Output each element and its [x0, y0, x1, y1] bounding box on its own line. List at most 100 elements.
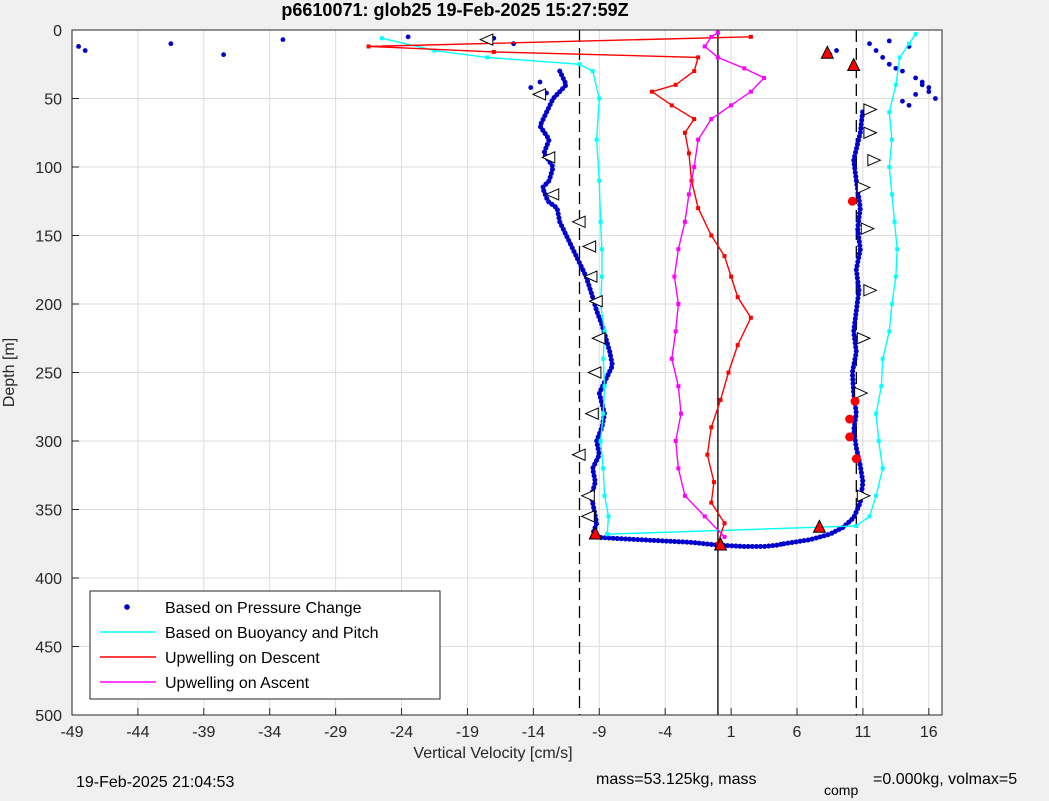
series-point — [679, 411, 683, 416]
series-point — [735, 295, 740, 300]
scatter-point — [405, 34, 411, 40]
marker-triangle-left — [544, 188, 560, 201]
y-tick-label: 350 — [35, 503, 62, 520]
series-point — [491, 49, 496, 54]
series-point — [696, 55, 701, 60]
marker-circle — [851, 454, 861, 464]
scatter-point — [913, 75, 919, 81]
series-point — [669, 356, 674, 361]
scatter-point — [528, 85, 534, 90]
series-dots — [590, 534, 787, 549]
series-point — [867, 514, 872, 519]
series-point — [366, 44, 371, 49]
series-point — [602, 384, 607, 389]
marker-triangle-left — [571, 215, 586, 229]
marker-triangle-left — [588, 294, 603, 308]
marker-triangle-left — [571, 448, 586, 462]
series-point — [676, 247, 681, 252]
legend-label: Based on Buoyancy and Pitch — [165, 625, 378, 642]
series-point — [887, 329, 892, 334]
series-point — [907, 41, 912, 46]
series-point — [722, 534, 727, 539]
series-point — [594, 137, 599, 142]
y-tick-label: 100 — [35, 160, 62, 177]
y-tick-label: 400 — [35, 571, 62, 588]
series-point — [602, 493, 607, 498]
x-tick-label: -4 — [658, 724, 672, 741]
series-point — [597, 96, 602, 101]
series-point — [887, 165, 892, 169]
marker-triangle-right — [856, 489, 872, 503]
y-axis-ticks: 0 50 100 150 200 250 300 350 400 450 500 — [35, 23, 79, 725]
marker-triangle-right — [867, 153, 882, 167]
legend-swatch — [124, 604, 130, 610]
legend-box — [89, 590, 441, 700]
scatter-point — [511, 41, 516, 47]
marker-layer — [478, 33, 882, 551]
series-upwelling-on-ascent — [669, 30, 767, 539]
footer-timestamp: 19-Feb-2025 21:04:53 — [76, 774, 235, 791]
series-point — [702, 44, 707, 49]
marker-triangle-right — [856, 181, 872, 194]
series-point — [889, 137, 894, 142]
series-point — [715, 55, 720, 60]
scatter-point — [280, 37, 286, 42]
series-point — [729, 103, 734, 108]
x-tick-label: -24 — [390, 724, 413, 741]
x-tick-label: 16 — [920, 724, 938, 741]
marker-triangle-left — [580, 489, 595, 503]
series-line — [607, 33, 917, 535]
marker-triangle-right — [854, 386, 869, 400]
x-tick-label: -29 — [324, 724, 347, 741]
marker-triangle-right — [856, 331, 872, 345]
scatter-point — [933, 96, 938, 101]
marker-triangle-up — [820, 45, 835, 59]
marker-triangle-up — [588, 526, 603, 540]
series-point — [597, 178, 602, 183]
series-point — [709, 117, 714, 122]
chart-title: p6610071: glob25 19-Feb-2025 15:27:59Z — [281, 0, 628, 20]
series-point — [897, 55, 902, 60]
series-point — [676, 302, 681, 306]
series-dots — [537, 68, 615, 537]
scatter-point — [886, 61, 892, 67]
legend-label: Upwelling on Descent — [165, 650, 320, 667]
series-point — [722, 521, 727, 526]
series-point — [889, 192, 894, 197]
series-point — [854, 523, 859, 528]
marker-triangle-left — [583, 270, 598, 283]
series-point — [686, 151, 691, 156]
scatter-point — [834, 48, 839, 53]
series-point — [672, 274, 677, 279]
series-point — [577, 62, 582, 67]
y-tick-label: 0 — [53, 23, 62, 40]
y-tick-label: 500 — [35, 708, 62, 725]
series-point — [876, 439, 881, 443]
series-point — [742, 66, 747, 71]
x-tick-label: -49 — [60, 724, 83, 741]
series-point — [686, 192, 691, 197]
series-point — [673, 439, 678, 443]
footer-mass: mass=53.125kg, mass — [596, 771, 757, 788]
marker-circle — [847, 196, 857, 206]
series-point — [718, 397, 723, 402]
series-point — [874, 493, 879, 498]
marker-triangle-up — [846, 57, 861, 72]
series-point — [692, 69, 697, 74]
scatter-point — [873, 48, 879, 53]
series-point — [676, 384, 681, 389]
x-tick-label: -14 — [522, 724, 545, 741]
marker-triangle-left — [540, 151, 556, 164]
series-point — [887, 110, 892, 115]
series-point — [692, 117, 697, 122]
series-point — [889, 302, 894, 306]
series-point — [598, 219, 603, 224]
scatter-point — [168, 41, 174, 47]
x-axis-label: Vertical Velocity [cm/s] — [413, 745, 572, 762]
marker-triangle-left — [591, 331, 606, 345]
series-point — [729, 274, 734, 279]
series-point — [702, 514, 707, 519]
scatter-point — [919, 79, 925, 85]
y-tick-label: 450 — [35, 640, 62, 657]
